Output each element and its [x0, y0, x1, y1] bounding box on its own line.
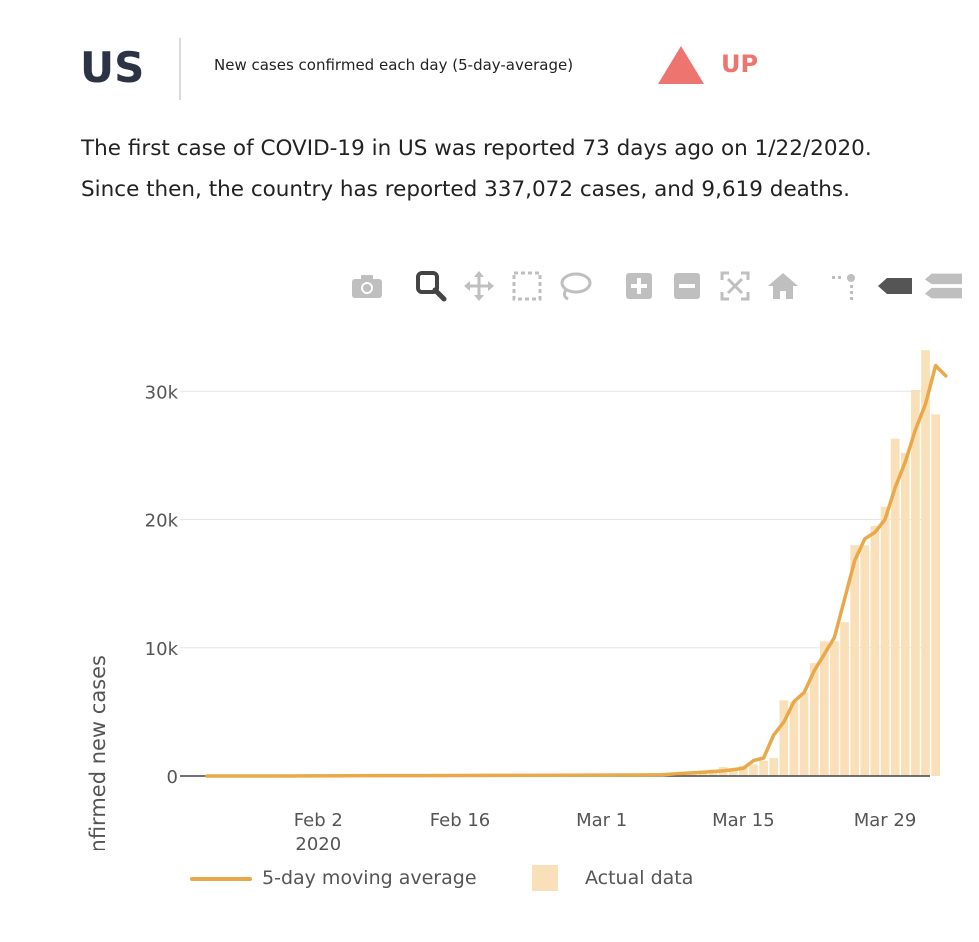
bar-2020-03-23	[819, 641, 829, 776]
bar-2020-03-21	[799, 692, 809, 776]
bar-2020-03-22	[809, 663, 819, 776]
pan-icon[interactable]	[460, 266, 498, 306]
summary-text: The first case of COVID-19 in US was rep…	[81, 128, 976, 210]
bar-2020-03-16	[749, 764, 758, 776]
metric-label: New cases confirmed each day (5-day-aver…	[214, 56, 574, 74]
bar-2020-03-27	[860, 545, 870, 776]
x-tick-label-2: Mar 1	[576, 810, 627, 831]
y-tick-label-3: 30k	[145, 382, 179, 403]
bar-2020-03-30	[890, 438, 900, 776]
chart-legend: 5-day moving average Actual data	[190, 862, 790, 898]
bar-2020-03-14	[728, 769, 738, 776]
summary-line-2: Since then, the country has reported 337…	[81, 177, 850, 202]
hover-compare-icon[interactable]	[924, 266, 962, 306]
box-select-icon[interactable]	[508, 266, 546, 306]
hover-closest-icon[interactable]	[876, 266, 914, 306]
bar-2020-03-18	[769, 758, 779, 776]
camera-icon[interactable]	[348, 266, 386, 306]
header-divider	[179, 38, 181, 100]
bar-2020-03-17	[759, 760, 768, 776]
bar-2020-04-02	[921, 350, 930, 776]
bar-2020-03-26	[850, 545, 860, 776]
y-tick-label-0: 0	[167, 767, 178, 788]
bar-2020-03-28	[870, 525, 880, 776]
line-series-moving-average	[205, 363, 948, 778]
chart-gridlines	[180, 390, 930, 649]
zoom-icon[interactable]	[412, 266, 450, 306]
summary-line-1: The first case of COVID-19 in US was rep…	[81, 136, 872, 161]
chart-toolbar	[348, 266, 979, 306]
x-tick-label-0: Feb 2	[294, 810, 343, 831]
bar-2020-03-25	[840, 622, 849, 776]
x-tick-label-3: Mar 15	[712, 810, 775, 831]
bar-2020-04-01	[911, 390, 920, 776]
header: US New cases confirmed each day (5-day-a…	[80, 38, 960, 102]
y-tick-label-2: 20k	[145, 511, 179, 532]
country-title: US	[80, 43, 145, 92]
bar-2020-03-29	[880, 506, 890, 776]
bar-2020-03-24	[830, 641, 839, 776]
y-axis-label: Confirmed new cases	[86, 655, 110, 850]
y-tick-label-1: 10k	[145, 639, 179, 660]
zoom-out-icon[interactable]	[668, 266, 706, 306]
autoscale-icon[interactable]	[716, 266, 754, 306]
zoom-in-icon[interactable]	[620, 266, 658, 306]
x-year-label: 2020	[295, 834, 341, 850]
bar-2020-03-15	[739, 765, 748, 776]
bar-2020-03-20	[789, 701, 799, 776]
legend-line-label[interactable]: 5-day moving average	[262, 867, 477, 889]
triangle-up-icon	[658, 46, 704, 84]
bar-2020-04-03	[931, 414, 940, 776]
spike-lines-icon[interactable]	[826, 266, 864, 306]
moving-average-line	[205, 363, 948, 778]
reset-axes-icon[interactable]	[764, 266, 802, 306]
legend-bar-label[interactable]: Actual data	[585, 867, 694, 889]
x-tick-label-4: Mar 29	[854, 810, 917, 831]
chart-axes: 0 10k 20k 30k Feb 2 Feb 16 Mar 1 Mar 15 Mar 29 20…	[145, 382, 930, 850]
bar-2020-03-19	[779, 700, 789, 776]
trend-label: UP	[721, 50, 759, 78]
bar-2020-03-31	[900, 452, 910, 776]
cases-chart[interactable]: 0 10k 20k 30k Feb 2 Feb 16 Mar 1 Mar 15 Mar 29 20…	[0, 320, 979, 850]
legend-line-swatch[interactable]	[190, 877, 252, 881]
x-tick-label-1: Feb 16	[430, 810, 491, 831]
bar-series-actual-data	[668, 350, 940, 776]
legend-bar-swatch[interactable]	[532, 865, 558, 891]
lasso-select-icon[interactable]	[556, 266, 594, 306]
